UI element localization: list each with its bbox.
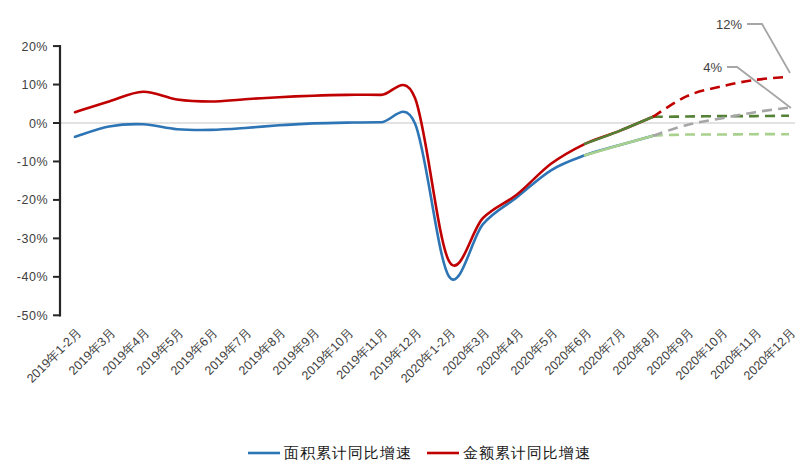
series-line-area-up-projection — [653, 108, 789, 136]
y-tick-label: -50% — [17, 309, 48, 323]
annotation-callout-1 — [727, 67, 791, 108]
y-tick-label: 0% — [29, 117, 48, 131]
y-tick-label: 10% — [21, 78, 48, 92]
y-tick-label: -30% — [17, 232, 48, 246]
annotation-callout-0 — [747, 24, 790, 73]
series-line-amount-actual — [75, 85, 653, 266]
series-line-area-actual — [75, 112, 653, 280]
y-tick-label: 20% — [21, 40, 48, 54]
series-line-area-flat-projection — [653, 134, 789, 136]
y-tick-label: -40% — [17, 270, 48, 284]
y-tick-label: -20% — [17, 193, 48, 207]
line-chart: 20%10%0%-10%-20%-30%-40%-50%2019年1-2月201… — [0, 0, 810, 470]
annotation-value-label: 4% — [703, 60, 722, 75]
y-tick-label: -10% — [17, 155, 48, 169]
chart-canvas: 20%10%0%-10%-20%-30%-40%-50%2019年1-2月201… — [0, 0, 810, 470]
legend-label-0: 面积累计同比增速 — [284, 445, 412, 461]
series-line-amount-flat-projection — [653, 116, 789, 117]
legend-label-1: 金额累计同比增速 — [463, 445, 591, 461]
annotation-value-label: 12% — [716, 17, 742, 32]
